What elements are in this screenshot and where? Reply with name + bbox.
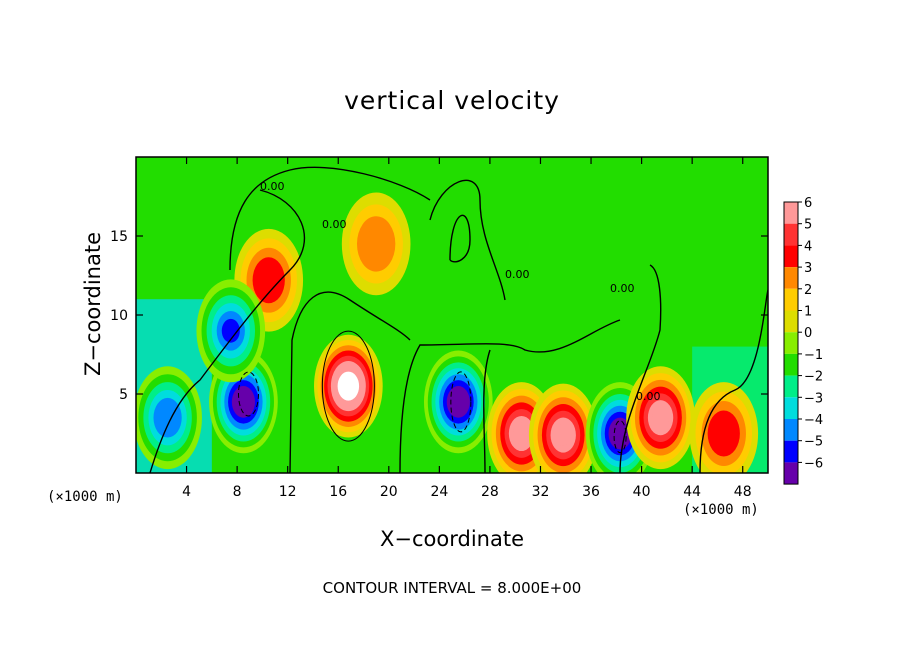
colorbar-label: 3 (804, 261, 812, 276)
velocity-cell-0 (209, 350, 278, 454)
colorbar-swatch (784, 267, 798, 289)
negative-contour (613, 420, 627, 454)
velocity-cell-7 (689, 382, 759, 473)
zero-contour-8 (449, 214, 471, 263)
colorbar-swatch (784, 353, 798, 376)
colorbar-swatch (784, 397, 798, 419)
cell-contour-fill (513, 422, 530, 445)
velocity-cell-6 (626, 366, 695, 470)
contour-label-1: 0.00 (322, 218, 347, 231)
colorbar-swatch (784, 332, 798, 354)
colorbar-label: −5 (804, 435, 823, 450)
cell-contour-fill (364, 228, 388, 260)
colorbar-label: −1 (804, 348, 823, 363)
contour-label-0: 0.00 (260, 180, 285, 193)
contour-interval-note: CONTOUR INTERVAL = 8.000E+00 (322, 579, 582, 597)
y-tick-label: 5 (119, 387, 128, 403)
cell-contour-fill (235, 391, 252, 412)
cell-contour-fill (450, 391, 467, 412)
negative-contour (450, 371, 472, 433)
colorbar-swatch (784, 202, 798, 224)
contour-label-4: 0.00 (636, 390, 661, 403)
velocity-cell-10 (136, 366, 202, 470)
y-tick-label: 10 (110, 308, 128, 324)
velocity-cell-9 (341, 192, 411, 296)
zero-contour-3 (483, 349, 491, 473)
negative-contour (237, 371, 259, 417)
colorbar-label: −2 (804, 370, 823, 385)
x-axis: 4 8 12 16 20 24 28 32 36 40 44 48 (182, 157, 752, 500)
colorbar-label: −6 (804, 456, 823, 471)
colorbar-swatch (784, 375, 798, 398)
colorbar-label: 1 (804, 305, 812, 320)
colorbar: 6 5 4 3 2 1 0 −1 −2 −3 −4 −5 −6 (783, 196, 823, 485)
x-tick-label: 36 (582, 484, 600, 500)
x-axis-label: X−coordinate (380, 527, 524, 551)
velocity-cell-1 (314, 334, 383, 438)
x-tick-label: 20 (380, 484, 398, 500)
x-tick-label: 32 (532, 484, 550, 500)
cell-contour-fill (713, 420, 734, 447)
cell-contour-fill (258, 266, 279, 294)
contour-label-2: 0.00 (505, 268, 530, 281)
x-unit-right: (×1000 m) (683, 502, 759, 518)
x-tick-label: 24 (430, 484, 448, 500)
colorbar-swatch (784, 462, 798, 485)
cell-contour-fill (158, 405, 177, 430)
colorbar-swatch (784, 288, 798, 311)
cell-contour-fill (221, 318, 240, 343)
colorbar-swatch (784, 419, 798, 441)
x-tick-label: 16 (329, 484, 347, 500)
colorbar-swatch (784, 223, 798, 246)
velocity-cell-4 (528, 383, 598, 473)
zero-contour-2 (399, 319, 621, 473)
x-tick-label: 44 (683, 484, 701, 500)
colorbar-label: −4 (804, 413, 823, 428)
cell-contour-fill (652, 406, 669, 429)
chart-title: vertical velocity (344, 86, 560, 115)
y-axis: 5 10 15 (110, 229, 768, 403)
colorbar-label: 2 (804, 283, 812, 298)
colorbar-label: 6 (804, 196, 812, 211)
cell-contour-fill (340, 376, 356, 396)
x-tick-label: 48 (734, 484, 752, 500)
zero-contour-4 (619, 264, 662, 473)
cell-contour-fill (554, 424, 572, 446)
x-tick-label: 28 (481, 484, 499, 500)
zero-contour-0 (149, 189, 306, 473)
x-tick-label: 40 (633, 484, 651, 500)
heatmap-field (136, 157, 768, 473)
velocity-cell-2 (423, 350, 493, 454)
colorbar-swatch (784, 310, 798, 333)
zero-contour-6 (229, 166, 431, 271)
x-tick-label: 4 (182, 484, 191, 500)
colorbar-label: −3 (804, 391, 823, 406)
colorbar-label: 5 (804, 218, 812, 233)
zero-contour-1 (289, 291, 411, 473)
colorbar-label: 4 (804, 239, 812, 254)
x-tick-label: 12 (279, 484, 297, 500)
colorbar-label: 0 (804, 326, 812, 341)
zero-contour-7 (429, 179, 506, 301)
y-tick-label: 15 (110, 229, 128, 245)
colorbar-swatch (784, 245, 798, 268)
x-tick-label: 8 (233, 484, 242, 500)
colorbar-swatch (784, 440, 798, 463)
colorbar-frame (783, 201, 799, 485)
positive-contour (321, 330, 375, 442)
contour-label-3: 0.00 (610, 282, 635, 295)
x-unit-left: (×1000 m) (47, 489, 123, 505)
velocity-cell-11 (196, 279, 266, 383)
